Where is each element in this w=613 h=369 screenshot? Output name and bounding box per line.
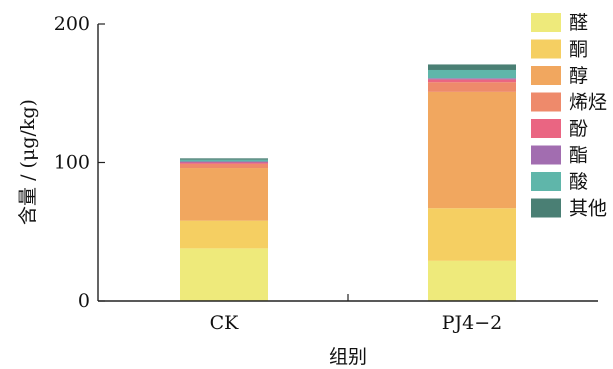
legend-label-2: 醇 (569, 65, 588, 87)
bar-segment-0-3 (180, 163, 268, 169)
y-tick-label-0: 0 (78, 290, 90, 312)
legend-label-4: 酚 (569, 118, 588, 140)
legend-label-6: 酸 (569, 171, 588, 193)
x-ticks-layer: CK PJ4−2 (210, 294, 503, 334)
x-tick-label-1: PJ4−2 (442, 312, 503, 334)
x-axis-title: 组别 (329, 346, 367, 368)
bar-segment-0-7 (180, 158, 268, 160)
bar-segment-1-7 (428, 64, 516, 70)
bar-segment-1-1 (428, 208, 516, 261)
legend-swatch-3 (531, 92, 561, 112)
legend-label-0: 醛 (569, 12, 588, 34)
bar-segment-1-5 (428, 78, 516, 80)
legend-swatch-0 (531, 13, 561, 32)
y-tick-label-2: 200 (54, 13, 90, 35)
bar-segment-1-2 (428, 91, 516, 209)
bar-segment-1-3 (428, 82, 516, 92)
legend-swatch-1 (531, 39, 561, 59)
y-ticks-layer: 0 100 200 (54, 13, 105, 312)
y-tick-label-1: 100 (54, 152, 90, 174)
legend-swatch-7 (531, 198, 561, 218)
bars-layer (180, 64, 516, 301)
legend-label-7: 其他 (569, 198, 607, 220)
bar-segment-0-2 (180, 168, 268, 221)
bar-segment-1-6 (428, 69, 516, 79)
legend-swatch-4 (531, 119, 561, 138)
legend-label-5: 酯 (569, 145, 588, 167)
bar-segment-0-1 (180, 220, 268, 249)
legend-swatch-5 (531, 145, 561, 165)
legend-swatch-2 (531, 66, 561, 85)
legend-swatch-6 (531, 172, 561, 191)
y-axis-title: 含量 / (μg/kg) (17, 99, 39, 225)
bar-segment-0-6 (180, 159, 268, 162)
bar-segment-0-5 (180, 161, 268, 163)
legend-label-1: 酮 (569, 39, 588, 61)
legend-label-3: 烯烃 (569, 92, 607, 114)
x-tick-label-0: CK (210, 312, 240, 334)
bar-segment-1-4 (428, 79, 516, 83)
bar-segment-1-0 (428, 260, 516, 301)
bar-segment-0-4 (180, 162, 268, 164)
bar-segment-0-0 (180, 248, 268, 301)
